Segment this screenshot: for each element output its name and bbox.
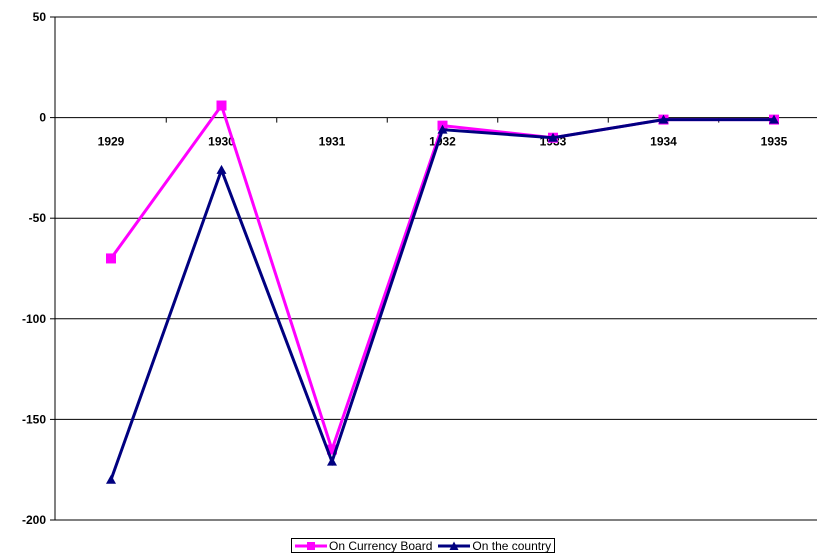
navy-triangle-marker-icon — [438, 541, 471, 550]
series-group — [106, 100, 779, 484]
y-tick-label: 0 — [39, 111, 46, 125]
legend-label-country: On the country — [472, 538, 552, 553]
x-tick-label: 1930 — [208, 135, 235, 149]
y-tick-label: -150 — [22, 412, 46, 426]
series-line — [109, 102, 774, 455]
data-point — [106, 253, 116, 264]
y-tick-label: -100 — [22, 312, 46, 326]
data-point — [327, 456, 337, 466]
legend-label-currency-board: On Currency Board — [329, 538, 433, 553]
data-point — [437, 124, 448, 134]
data-point — [327, 444, 337, 455]
y-tick-label: -50 — [29, 211, 47, 225]
series-line — [109, 118, 774, 481]
x-tick-label: 1932 — [429, 135, 456, 149]
legend: On Currency Board On the country — [291, 538, 556, 553]
data-point — [658, 114, 669, 124]
y-tick-label: -200 — [22, 513, 46, 527]
pink-square-marker-icon — [295, 541, 327, 550]
legend-item-country: On the country — [438, 539, 551, 553]
data-point — [548, 132, 558, 142]
data-point — [769, 114, 779, 124]
x-tick-label: 1929 — [98, 135, 125, 149]
data-point — [216, 164, 227, 174]
grid-lines — [55, 16, 817, 521]
x-tick-label: 1934 — [650, 135, 677, 149]
y-tick-label: 50 — [33, 10, 47, 24]
data-point — [216, 100, 227, 111]
data-point — [106, 474, 116, 484]
x-tick-label: 1935 — [761, 135, 788, 149]
x-axis-labels: 1929193019311932193319341935 — [98, 117, 788, 149]
legend-item-currency-board: On Currency Board — [295, 539, 432, 553]
x-tick-label: 1931 — [319, 135, 346, 149]
y-axis-ticks: 50 0 -50 -100 -150 -200 — [22, 10, 55, 527]
